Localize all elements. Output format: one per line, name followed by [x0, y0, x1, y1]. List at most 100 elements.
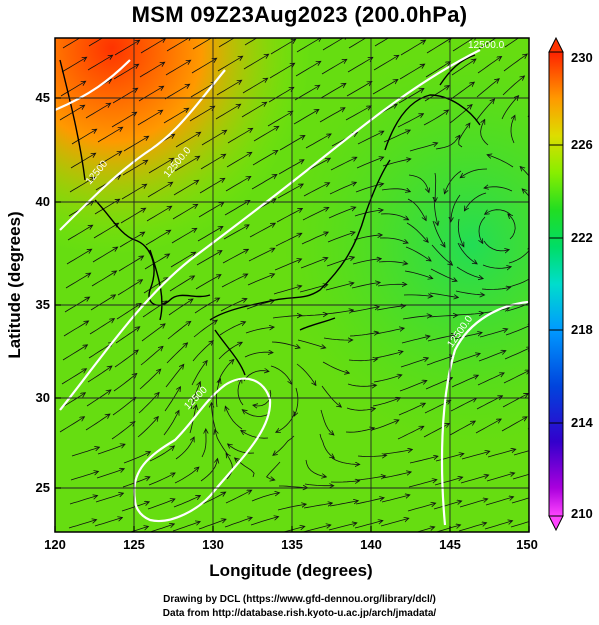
streamline: [540, 115, 549, 141]
y-axis: [55, 97, 61, 489]
colorbar-label: 222: [571, 230, 593, 245]
streamline: [415, 527, 434, 532]
streamline: [172, 522, 199, 532]
streamline: [62, 38, 81, 49]
streamline: [251, 493, 279, 502]
streamline: [97, 445, 124, 455]
streamline: [531, 138, 539, 165]
streamline: [319, 433, 334, 458]
streamline: [320, 84, 345, 99]
streamline: [165, 61, 190, 76]
streamline: [95, 493, 123, 503]
streamline: [166, 343, 187, 364]
streamline: [379, 237, 407, 243]
streamline: [282, 527, 304, 532]
streamline: [449, 105, 472, 124]
streamline: [111, 113, 136, 128]
streamline: [147, 183, 172, 198]
y-tick-label: 45: [36, 90, 50, 105]
streamline: [117, 280, 142, 296]
streamline: [348, 38, 367, 49]
streamline: [321, 385, 341, 407]
streamline: [425, 62, 450, 78]
streamline: [511, 497, 529, 504]
streamline: [433, 501, 461, 510]
streamline: [445, 170, 462, 193]
streamline: [372, 398, 400, 407]
streamline: [243, 371, 268, 382]
streamline: [190, 83, 215, 98]
streamline: [138, 87, 163, 102]
streamline: [113, 374, 136, 392]
streamline: [397, 114, 423, 128]
streamline: [195, 275, 220, 290]
streamline: [476, 79, 499, 98]
streamline: [357, 132, 383, 145]
streamline: [163, 109, 188, 124]
streamline: [355, 498, 383, 505]
streamline: [224, 518, 251, 528]
streamline: [227, 454, 233, 480]
streamline: [137, 417, 158, 438]
streamline: [59, 417, 84, 433]
streamline: [267, 112, 292, 127]
streamline: [521, 167, 529, 177]
streamline: [428, 315, 457, 317]
streamline: [85, 415, 109, 431]
streamline: [486, 473, 514, 482]
streamline: [222, 250, 248, 264]
streamline: [478, 351, 505, 362]
streamline: [523, 189, 529, 197]
streamline: [69, 496, 97, 505]
streamline: [218, 38, 235, 48]
streamline: [139, 370, 160, 390]
x-tick-label: 150: [516, 537, 538, 552]
streamline: [140, 39, 165, 54]
streamline: [194, 298, 219, 314]
streamline: [459, 499, 487, 508]
streamline: [198, 520, 225, 530]
streamline: [531, 30, 554, 45]
streamline: [173, 181, 198, 196]
svg-text:12500.0: 12500.0: [468, 40, 505, 51]
streamline: [461, 168, 488, 177]
streamline: [371, 420, 398, 431]
streamline: [380, 213, 408, 220]
streamline: [487, 449, 515, 458]
streamline: [375, 328, 403, 335]
streamline: [504, 38, 520, 48]
streamline: [501, 417, 526, 432]
colorbar-label: 218: [571, 322, 593, 337]
streamline: [331, 457, 359, 464]
streamline: [400, 358, 428, 368]
streamline: [480, 120, 489, 146]
streamline: [96, 469, 124, 479]
streamline: [453, 333, 481, 340]
streamline: [374, 352, 402, 359]
streamline: [407, 198, 426, 220]
streamline: [112, 89, 137, 104]
streamline: [512, 473, 529, 480]
streamline: [247, 274, 274, 286]
streamline: [354, 210, 382, 217]
streamline: [169, 276, 194, 292]
streamline: [298, 314, 327, 316]
streamline: [216, 81, 241, 96]
streamline: [164, 85, 189, 100]
streamline: [356, 157, 383, 169]
streamline: [253, 127, 278, 142]
streamline: [345, 428, 374, 433]
streamline: [451, 60, 475, 76]
streamline: [382, 472, 410, 479]
streamline: [481, 287, 510, 289]
streamline: [198, 203, 223, 218]
streamline: [123, 452, 150, 464]
streamline: [407, 503, 435, 512]
streamline: [123, 137, 148, 152]
streamline: [330, 481, 359, 482]
streamline: [345, 106, 370, 121]
streamline: [398, 89, 423, 104]
streamline: [116, 304, 141, 320]
streamline: [404, 270, 432, 278]
